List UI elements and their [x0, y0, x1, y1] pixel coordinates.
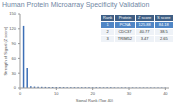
svg-text:30: 30	[127, 91, 132, 96]
svg-text:60: 60	[12, 56, 17, 61]
html-text:TRIM52: TRIM52	[117, 36, 133, 41]
html-text:2.65: 2.65	[159, 36, 168, 41]
html-text:Rank: Rank	[103, 15, 113, 20]
svg-text:150: 150	[9, 11, 16, 16]
html-text:1: 1	[106, 22, 109, 27]
svg-text:0: 0	[19, 91, 22, 96]
html-text:3: 3	[106, 36, 109, 41]
html-text:2: 2	[106, 29, 109, 34]
svg-text:20: 20	[90, 91, 95, 96]
svg-text:90: 90	[12, 41, 17, 46]
svg-text:Signal Rank (Top 40): Signal Rank (Top 40)	[76, 98, 114, 102]
html-text:PCNA: PCNA	[119, 22, 131, 27]
html-text:125.88: 125.88	[138, 22, 151, 27]
svg-text:30: 30	[12, 71, 17, 76]
html-text:38.5: 38.5	[159, 29, 168, 34]
html-text:Z score: Z score	[137, 15, 152, 20]
html-text:CDC37: CDC37	[118, 29, 132, 34]
html-text:Human Protein Microarray Speci: Human Protein Microarray Specificity Val…	[2, 1, 150, 8]
html-text:40.77: 40.77	[139, 29, 150, 34]
svg-text:10: 10	[54, 91, 59, 96]
svg-text:0: 0	[14, 85, 17, 90]
html-text:S score: S score	[157, 15, 171, 20]
html-text:3.47: 3.47	[140, 36, 149, 41]
html-text:84.18: 84.18	[158, 22, 169, 27]
svg-text:120: 120	[9, 26, 16, 31]
svg-text:Strength of Signal (Z score): Strength of Signal (Z score)	[8, 26, 9, 76]
html-text:Protein: Protein	[118, 15, 132, 20]
svg-text:40: 40	[163, 91, 168, 96]
